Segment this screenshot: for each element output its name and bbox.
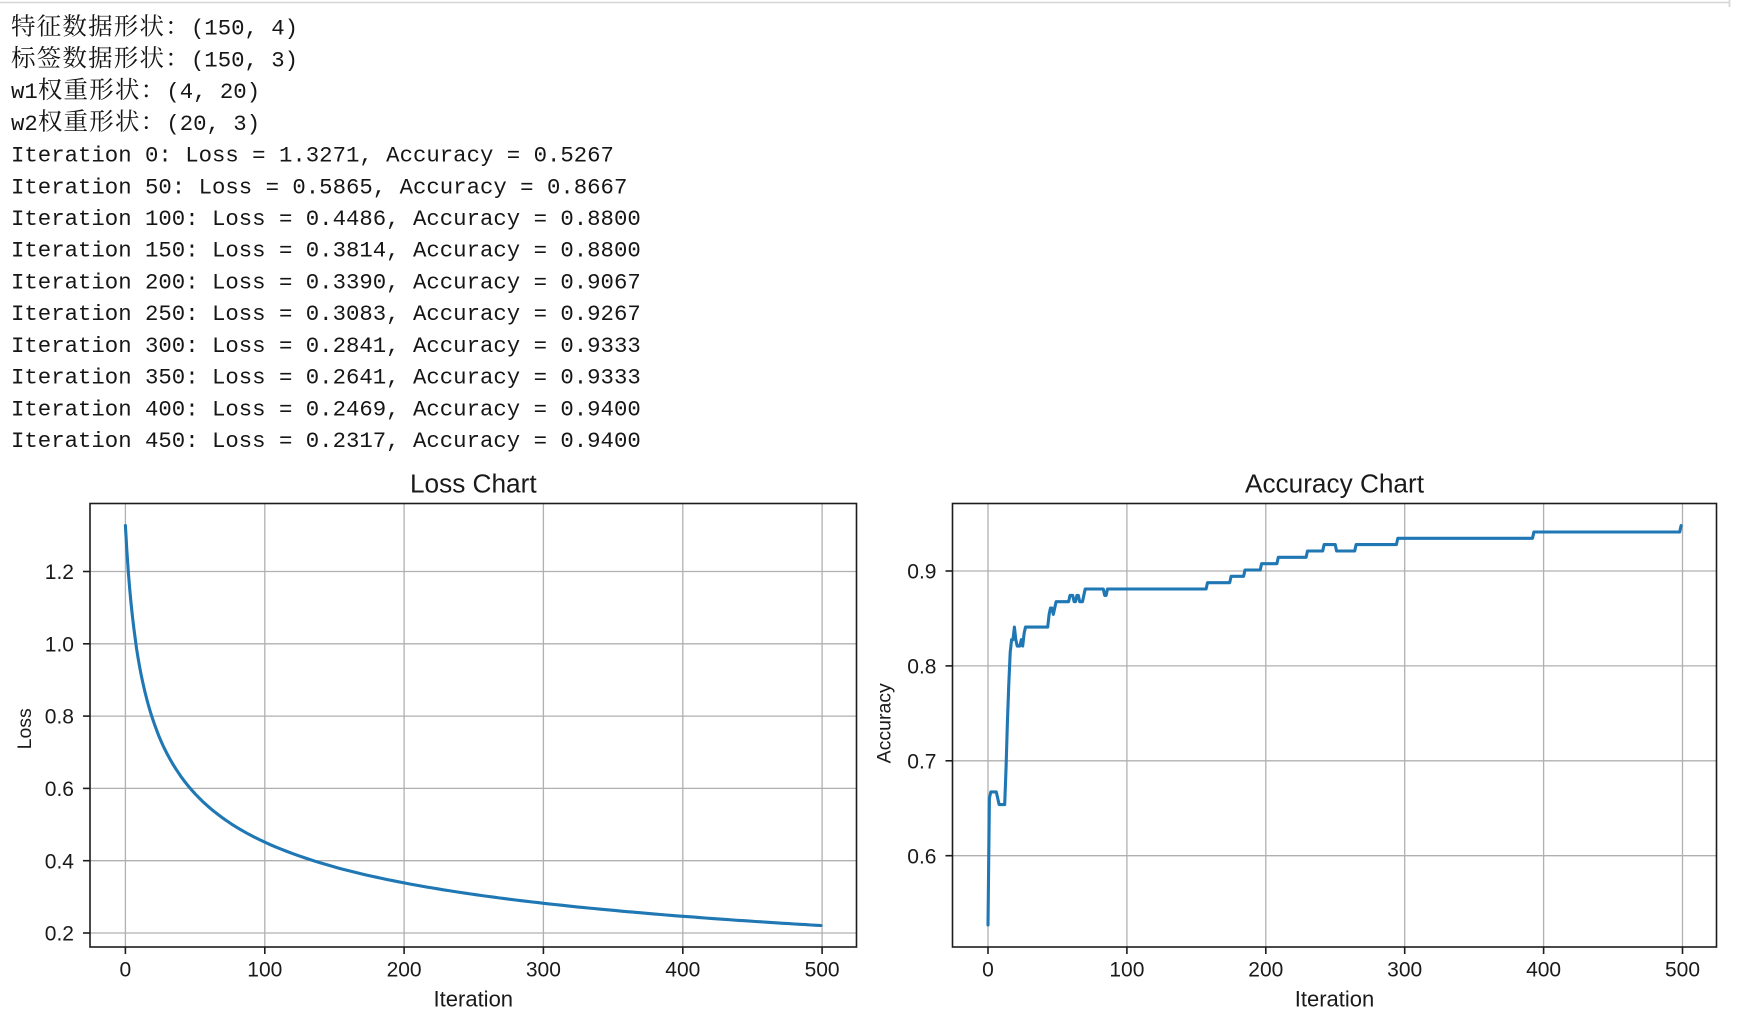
svg-text:w2: w2 xyxy=(11,111,38,137)
svg-text:400: 400 xyxy=(1526,959,1561,982)
svg-text:0.6: 0.6 xyxy=(45,778,74,801)
svg-text:0.6: 0.6 xyxy=(907,845,936,868)
svg-text:1.0: 1.0 xyxy=(45,633,74,656)
svg-text:0: 0 xyxy=(120,959,132,982)
svg-text:0.8: 0.8 xyxy=(45,706,74,729)
svg-text:Iteration 250: Loss = 0.3083,: Iteration 250: Loss = 0.3083, Accuracy =… xyxy=(11,301,641,327)
svg-text:300: 300 xyxy=(1387,959,1422,982)
svg-text:100: 100 xyxy=(1109,959,1144,982)
svg-text:200: 200 xyxy=(1248,959,1283,982)
svg-text:0.4: 0.4 xyxy=(45,850,75,873)
svg-text:Iteration 300: Loss = 0.2841,: Iteration 300: Loss = 0.2841, Accuracy =… xyxy=(11,333,641,359)
svg-text:(4, 20): (4, 20) xyxy=(166,79,260,105)
svg-text:Iteration 450: Loss = 0.2317,: Iteration 450: Loss = 0.2317, Accuracy =… xyxy=(11,428,641,454)
svg-text:500: 500 xyxy=(1665,959,1700,982)
svg-text:Iteration: Iteration xyxy=(1295,986,1375,1011)
svg-text:Iteration 350: Loss = 0.2641,: Iteration 350: Loss = 0.2641, Accuracy =… xyxy=(11,365,641,391)
svg-text:Accuracy Chart: Accuracy Chart xyxy=(1245,468,1425,498)
svg-text:(150, 4): (150, 4) xyxy=(191,16,298,42)
svg-text:0.2: 0.2 xyxy=(45,923,74,946)
svg-text:500: 500 xyxy=(805,959,840,982)
svg-text:Iteration 100: Loss = 0.4486,: Iteration 100: Loss = 0.4486, Accuracy =… xyxy=(11,206,641,232)
svg-text:Iteration 400: Loss = 0.2469,: Iteration 400: Loss = 0.2469, Accuracy =… xyxy=(11,396,641,422)
svg-text:100: 100 xyxy=(247,959,282,982)
svg-text:w1: w1 xyxy=(11,79,38,105)
svg-text:Iteration 150: Loss = 0.3814,: Iteration 150: Loss = 0.3814, Accuracy =… xyxy=(11,238,641,264)
svg-text:(20, 3): (20, 3) xyxy=(166,111,260,137)
svg-text:400: 400 xyxy=(665,959,700,982)
svg-text:Iteration: Iteration xyxy=(434,986,514,1011)
svg-text:1.2: 1.2 xyxy=(45,561,74,584)
svg-text:0.9: 0.9 xyxy=(907,561,936,584)
svg-text:Iteration 0: Loss = 1.3271, Ac: Iteration 0: Loss = 1.3271, Accuracy = 0… xyxy=(11,143,614,169)
svg-text:Accuracy: Accuracy xyxy=(874,683,896,763)
svg-text:(150, 3): (150, 3) xyxy=(191,47,298,73)
svg-text:300: 300 xyxy=(526,959,561,982)
svg-text:Iteration 50: Loss = 0.5865, A: Iteration 50: Loss = 0.5865, Accuracy = … xyxy=(11,174,627,200)
svg-text:Iteration 200: Loss = 0.3390,: Iteration 200: Loss = 0.3390, Accuracy =… xyxy=(11,270,641,296)
svg-text:0.7: 0.7 xyxy=(907,750,936,773)
svg-text:0: 0 xyxy=(982,959,994,982)
svg-text:Loss: Loss xyxy=(14,708,36,749)
svg-text:Loss Chart: Loss Chart xyxy=(410,468,537,498)
svg-text:0.8: 0.8 xyxy=(907,656,936,679)
svg-text:200: 200 xyxy=(387,959,422,982)
